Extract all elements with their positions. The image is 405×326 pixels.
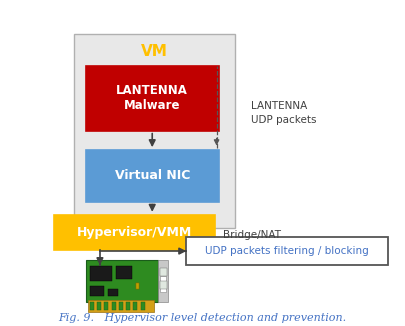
Bar (136, 283, 139, 289)
Text: LANTENNA
Malware: LANTENNA Malware (116, 84, 188, 112)
Bar (74, 34, 234, 228)
Bar (88, 300, 154, 312)
Text: Virtual NIC: Virtual NIC (115, 170, 190, 183)
Bar (97, 302, 101, 310)
Bar (186, 237, 388, 265)
Bar (160, 276, 166, 292)
Bar (112, 302, 115, 310)
Bar (86, 66, 219, 131)
Bar (90, 266, 112, 281)
Text: VM: VM (141, 44, 168, 59)
Bar (160, 268, 167, 276)
Text: UDP packets filtering / blocking: UDP packets filtering / blocking (205, 246, 369, 256)
Bar (119, 302, 123, 310)
Bar (141, 302, 145, 310)
Bar (116, 266, 132, 279)
Bar (90, 302, 94, 310)
Bar (86, 150, 219, 202)
Bar (90, 286, 104, 296)
Bar (160, 281, 167, 289)
Text: LANTENNA
UDP packets: LANTENNA UDP packets (251, 101, 316, 125)
Text: Bridge/NAT: Bridge/NAT (223, 230, 281, 240)
Text: Hypervisor/VMM: Hypervisor/VMM (77, 226, 192, 239)
Bar (86, 260, 158, 302)
Bar (104, 302, 109, 310)
Bar (108, 289, 118, 296)
Bar (158, 260, 168, 302)
Bar (136, 283, 139, 289)
Bar (126, 302, 130, 310)
Bar (54, 215, 215, 250)
Bar (133, 302, 137, 310)
Text: Fig. 9.   Hypervisor level detection and prevention.: Fig. 9. Hypervisor level detection and p… (58, 313, 347, 323)
